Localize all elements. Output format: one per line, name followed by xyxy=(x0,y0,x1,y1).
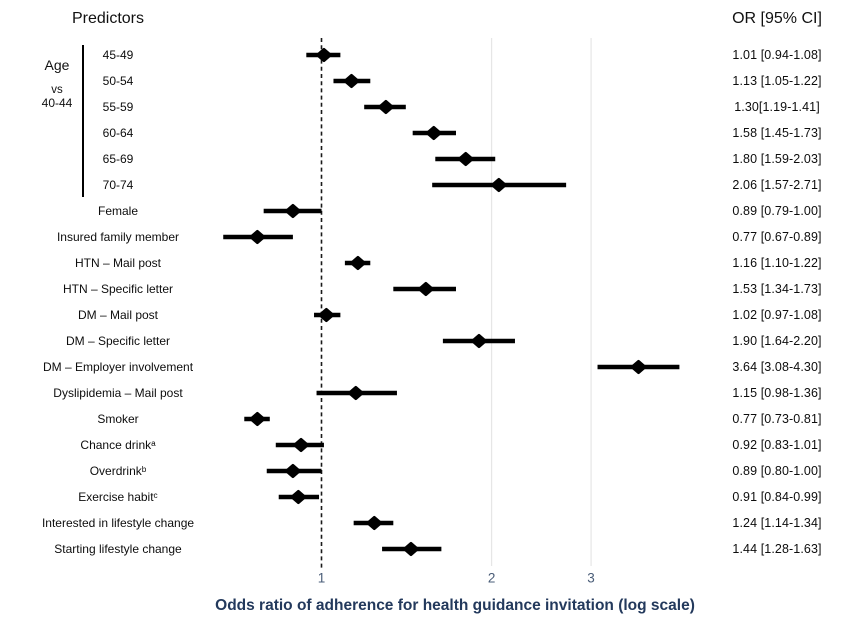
age-group-vs: vs xyxy=(51,84,63,96)
point-marker xyxy=(418,282,434,296)
x-axis-title: Odds ratio of adherence for health guida… xyxy=(215,597,695,614)
point-marker xyxy=(293,438,309,452)
row-label: DM – Mail post xyxy=(77,308,159,322)
row-label: Insured family member xyxy=(56,230,180,244)
age-group-reference: 40-44 xyxy=(41,96,73,110)
point-marker xyxy=(318,308,335,322)
row-label: Female xyxy=(97,204,139,218)
point-marker xyxy=(403,542,419,556)
or-value: 1.24 [1.14-1.34] xyxy=(732,516,822,530)
row-label: DM – Employer involvement xyxy=(42,360,194,374)
point-marker xyxy=(249,412,266,426)
x-tick-label: 2 xyxy=(487,570,496,586)
row-label: 45-49 xyxy=(102,48,134,62)
point-marker xyxy=(366,516,383,530)
or-value: 1.58 [1.45-1.73] xyxy=(732,126,822,140)
or-value: 1.90 [1.64-2.20] xyxy=(732,334,822,348)
row-label: Chance drinkᵃ xyxy=(80,438,156,452)
row-label: HTN – Specific letter xyxy=(62,282,174,296)
row-label: 70-74 xyxy=(102,178,134,192)
point-marker xyxy=(378,100,394,114)
point-marker xyxy=(316,48,332,62)
or-value: 3.64 [3.08-4.30] xyxy=(732,360,822,374)
or-value: 0.77 [0.73-0.81] xyxy=(732,412,822,426)
point-marker xyxy=(285,464,301,478)
point-marker xyxy=(350,256,366,270)
x-tick-label: 3 xyxy=(587,570,595,586)
row-label: DM – Specific letter xyxy=(65,334,171,348)
row-label: Starting lifestyle change xyxy=(54,542,182,556)
row-label: 55-59 xyxy=(102,100,134,114)
point-marker xyxy=(290,490,307,504)
row-label: Dyslipidemia – Mail post xyxy=(53,386,183,400)
or-value: 0.89 [0.79-1.00] xyxy=(732,204,822,218)
or-value: 1.80 [1.59-2.03] xyxy=(732,152,822,166)
point-marker xyxy=(491,178,507,192)
or-value: 1.15 [0.98-1.36] xyxy=(732,386,822,400)
or-value: 1.02 [0.97-1.08] xyxy=(732,308,822,322)
row-label: Smoker xyxy=(97,412,139,426)
or-value: 2.06 [1.57-2.71] xyxy=(732,178,822,192)
or-value: 0.77 [0.67-0.89] xyxy=(732,230,822,244)
x-tick-label: 1 xyxy=(317,570,326,586)
point-marker xyxy=(347,386,364,400)
row-label: 50-54 xyxy=(102,74,134,88)
or-value: 1.30[1.19-1.41] xyxy=(734,100,820,114)
row-label: HTN – Mail post xyxy=(74,256,162,270)
predictors-column-header: Predictors xyxy=(71,10,145,27)
or-value: 1.53 [1.34-1.73] xyxy=(732,282,822,296)
row-label: 60-64 xyxy=(102,126,134,140)
or-value: 1.01 [0.94-1.08] xyxy=(732,48,822,62)
point-marker xyxy=(630,360,647,374)
row-label: Overdrinkᵇ xyxy=(89,464,147,478)
point-marker xyxy=(425,126,442,140)
point-marker xyxy=(343,74,360,88)
point-marker xyxy=(285,204,301,218)
or-value: 0.92 [0.83-1.01] xyxy=(732,438,822,452)
row-label: Interested in lifestyle change xyxy=(41,516,195,530)
or-value: 0.89 [0.80-1.00] xyxy=(732,464,822,478)
age-group-bracket-line xyxy=(82,45,84,197)
point-marker xyxy=(471,334,487,348)
or-value: 1.16 [1.10-1.22] xyxy=(732,256,822,270)
or-value: 0.91 [0.84-0.99] xyxy=(732,490,822,504)
point-marker xyxy=(249,230,266,244)
or-value: 1.13 [1.05-1.22] xyxy=(732,74,822,88)
or-value: 1.44 [1.28-1.63] xyxy=(732,542,822,556)
row-label: Exercise habitᶜ xyxy=(78,490,158,504)
age-group-title: Age xyxy=(44,57,70,73)
row-label: 65-69 xyxy=(102,152,134,166)
point-marker xyxy=(457,152,474,166)
or-ci-column-header: OR [95% CI] xyxy=(732,10,822,27)
